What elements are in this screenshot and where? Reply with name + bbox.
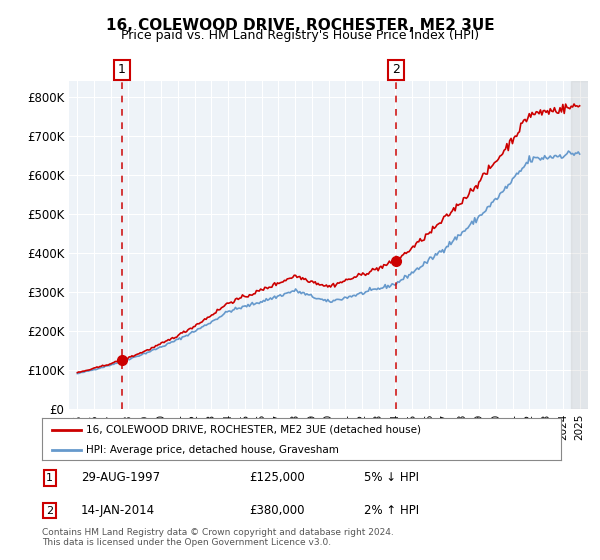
Text: £125,000: £125,000: [250, 471, 305, 484]
Text: £380,000: £380,000: [250, 504, 305, 517]
Text: 14-JAN-2014: 14-JAN-2014: [81, 504, 155, 517]
Text: 5% ↓ HPI: 5% ↓ HPI: [364, 471, 419, 484]
Text: 1: 1: [118, 63, 126, 76]
Text: 16, COLEWOOD DRIVE, ROCHESTER, ME2 3UE: 16, COLEWOOD DRIVE, ROCHESTER, ME2 3UE: [106, 18, 494, 33]
Text: 2% ↑ HPI: 2% ↑ HPI: [364, 504, 419, 517]
Bar: [571, 81, 590, 409]
Text: 16, COLEWOOD DRIVE, ROCHESTER, ME2 3UE (detached house): 16, COLEWOOD DRIVE, ROCHESTER, ME2 3UE (…: [86, 424, 421, 435]
Text: 2: 2: [46, 506, 53, 516]
Text: 2: 2: [392, 63, 400, 76]
Text: Price paid vs. HM Land Registry's House Price Index (HPI): Price paid vs. HM Land Registry's House …: [121, 29, 479, 42]
Text: HPI: Average price, detached house, Gravesham: HPI: Average price, detached house, Grav…: [86, 445, 339, 455]
Text: Contains HM Land Registry data © Crown copyright and database right 2024.
This d: Contains HM Land Registry data © Crown c…: [42, 528, 394, 547]
Text: 1: 1: [46, 473, 53, 483]
Text: 29-AUG-1997: 29-AUG-1997: [81, 471, 160, 484]
